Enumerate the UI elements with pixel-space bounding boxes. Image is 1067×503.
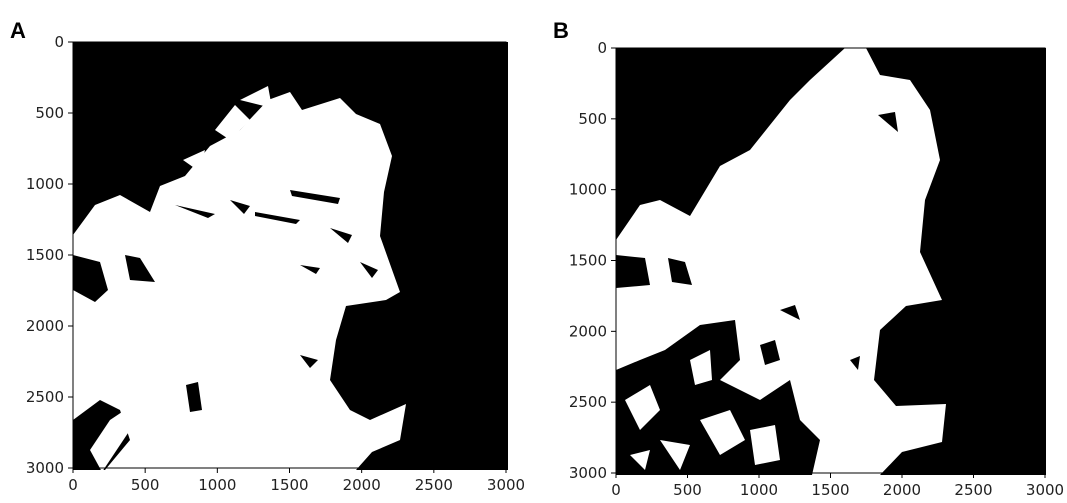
mask-image-b	[616, 48, 1046, 475]
y-tick-label: 2000	[26, 317, 64, 335]
x-tick-label: 2000	[343, 476, 381, 494]
x-tick-label: 0	[611, 481, 621, 499]
x-tick-label: 1500	[270, 476, 308, 494]
y-tick-label: 1500	[569, 252, 607, 270]
y-tick-label: 3000	[569, 464, 607, 482]
y-tick-label: 1000	[26, 175, 64, 193]
y-tick-label: 2500	[26, 388, 64, 406]
y-tick-label: 0	[597, 39, 607, 57]
y-tick-label: 500	[35, 104, 64, 122]
y-tick-label: 0	[54, 33, 64, 51]
x-tick-label: 2000	[883, 481, 921, 499]
y-tick-label: 1000	[569, 181, 607, 199]
panel-label: B	[553, 18, 569, 43]
x-tick-label: 2500	[415, 476, 453, 494]
y-tick-label: 500	[578, 110, 607, 128]
x-tick-label: 2500	[954, 481, 992, 499]
x-tick-label: 1500	[811, 481, 849, 499]
mask-image-a	[73, 42, 508, 472]
x-tick-label: 500	[673, 481, 702, 499]
x-tick-label: 3000	[1026, 481, 1064, 499]
x-tick-label: 1000	[198, 476, 236, 494]
y-tick-label: 1500	[26, 246, 64, 264]
y-tick-label: 2500	[569, 393, 607, 411]
panel-label: A	[10, 18, 26, 43]
x-tick-label: 3000	[487, 476, 525, 494]
x-tick-label: 1000	[740, 481, 778, 499]
x-tick-label: 0	[68, 476, 78, 494]
x-tick-label: 500	[131, 476, 160, 494]
y-tick-label: 2000	[569, 322, 607, 340]
y-tick-label: 3000	[26, 459, 64, 477]
